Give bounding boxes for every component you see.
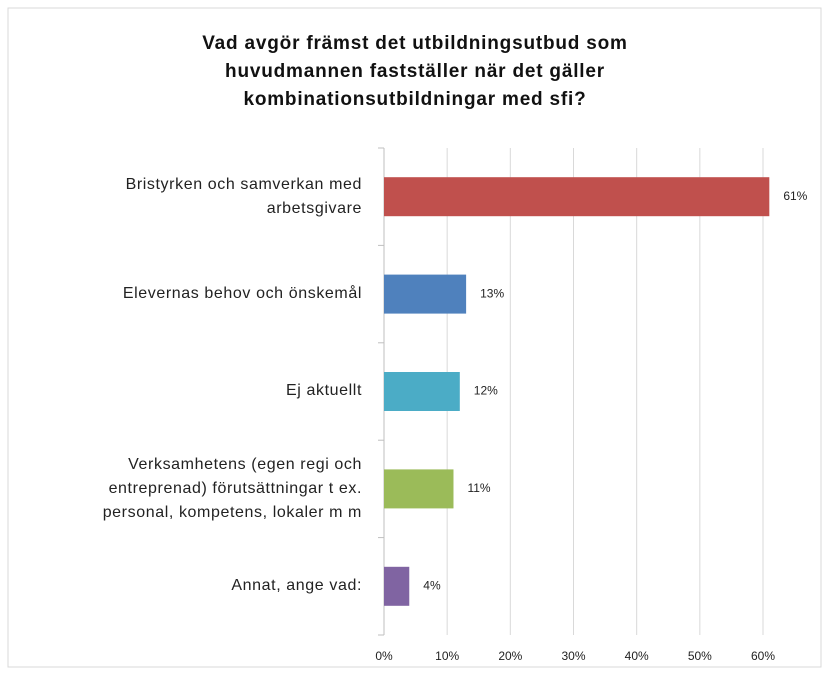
x-tick-label: 40% — [625, 649, 649, 663]
x-tick-label: 50% — [688, 649, 712, 663]
bar — [384, 177, 770, 217]
x-tick-label: 10% — [435, 649, 459, 663]
chart-title: Vad avgör främst det utbildningsutbud so… — [202, 33, 628, 110]
y-tick-label: Bristyrken och samverkan med arbetsgivar… — [125, 175, 362, 217]
value-label: 61% — [783, 189, 807, 203]
value-label: 11% — [467, 481, 490, 495]
x-tick-label: 20% — [498, 649, 522, 663]
bar — [384, 372, 460, 411]
x-tick-label: 0% — [375, 649, 393, 663]
bar — [384, 469, 454, 509]
value-label: 12% — [474, 384, 498, 398]
chart-border — [7, 7, 822, 668]
y-tick-label: Ej aktuellt — [286, 382, 362, 400]
bar — [384, 274, 467, 314]
y-tick-label: Annat, ange vad: — [231, 577, 362, 595]
value-label: 4% — [423, 578, 441, 592]
x-tick-label: 60% — [751, 649, 775, 663]
y-tick-label: Verksamhetens (egen regi och entreprenad… — [102, 455, 362, 521]
x-tick-label: 30% — [561, 649, 585, 663]
value-label: 13% — [480, 286, 504, 300]
bar — [384, 566, 410, 606]
y-tick-label: Elevernas behov och önskemål — [122, 285, 362, 303]
